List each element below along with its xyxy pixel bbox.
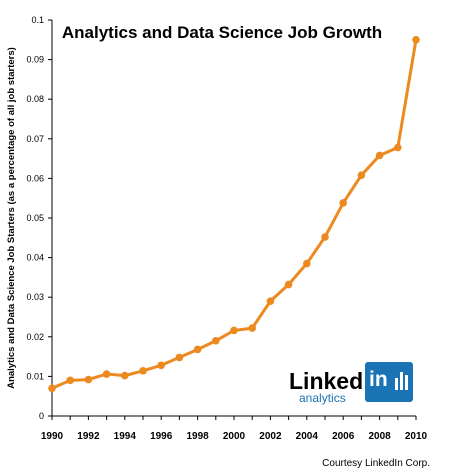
data-point xyxy=(266,297,275,305)
x-tick-label: 2006 xyxy=(332,431,355,442)
chart-title: Analytics and Data Science Job Growth xyxy=(62,23,382,42)
data-point xyxy=(339,199,348,207)
y-tick-label: 0.1 xyxy=(31,15,44,25)
data-point xyxy=(102,370,111,378)
data-point xyxy=(84,375,93,384)
x-tick-label: 1990 xyxy=(41,431,64,442)
data-point xyxy=(284,280,293,289)
data-point xyxy=(375,151,384,160)
bar-chart-icon xyxy=(395,372,408,390)
data-point xyxy=(66,376,74,385)
y-tick-label: 0.08 xyxy=(26,94,44,104)
data-point xyxy=(175,353,184,362)
x-tick-label: 1992 xyxy=(77,431,100,442)
x-tick-label: 2010 xyxy=(405,431,428,442)
data-point xyxy=(321,233,329,241)
x-ticks: 1990 1992 1994 1996 1998 2000 2002 2004 2006 2008… xyxy=(41,416,428,442)
data-point xyxy=(412,36,420,44)
data-point xyxy=(121,371,129,380)
y-ticks: 0 0.01 0.02 0.03 0.04 0.05 0.06 0.07 0.08 0.09 0.1 xyxy=(26,15,52,421)
y-tick-label: 0.02 xyxy=(26,332,44,342)
logo-sub: analytics xyxy=(299,391,346,405)
x-tick-label: 1998 xyxy=(186,431,209,442)
y-tick-label: 0.01 xyxy=(26,371,44,381)
y-tick-label: 0.05 xyxy=(26,213,44,223)
x-tick-label: 1994 xyxy=(114,431,137,442)
data-point xyxy=(157,361,165,370)
linkedin-analytics-logo: Linked in analytics xyxy=(289,362,413,405)
y-tick-label: 0.06 xyxy=(26,173,44,183)
y-tick-label: 0.09 xyxy=(26,55,44,65)
data-point xyxy=(193,345,202,354)
data-point xyxy=(48,384,56,393)
data-point xyxy=(230,326,238,335)
series-layer xyxy=(48,36,420,393)
data-point xyxy=(212,336,220,345)
y-tick-label: 0.07 xyxy=(26,134,44,144)
x-tick-label: 2004 xyxy=(296,431,319,442)
data-point xyxy=(139,367,147,375)
data-point xyxy=(394,143,402,152)
x-tick-label: 2008 xyxy=(368,431,391,442)
y-tick-label: 0.04 xyxy=(26,253,44,263)
y-axis-label-group: Analytics and Data Science Job Starters … xyxy=(6,47,17,389)
logo-in-text: in xyxy=(369,368,388,391)
data-point xyxy=(248,324,256,332)
logo-word: Linked xyxy=(289,368,363,394)
x-tick-label: 1996 xyxy=(150,431,173,442)
y-tick-label: 0 xyxy=(39,411,44,421)
data-point xyxy=(303,259,311,268)
credit-text: Courtesy LinkedIn Corp. xyxy=(322,458,430,469)
y-axis-label: Analytics and Data Science Job Starters … xyxy=(6,47,17,389)
y-tick-label: 0.03 xyxy=(26,292,44,302)
series-line xyxy=(51,39,418,390)
x-tick-label: 2000 xyxy=(223,431,246,442)
x-tick-label: 2002 xyxy=(259,431,282,442)
data-point xyxy=(357,171,366,180)
